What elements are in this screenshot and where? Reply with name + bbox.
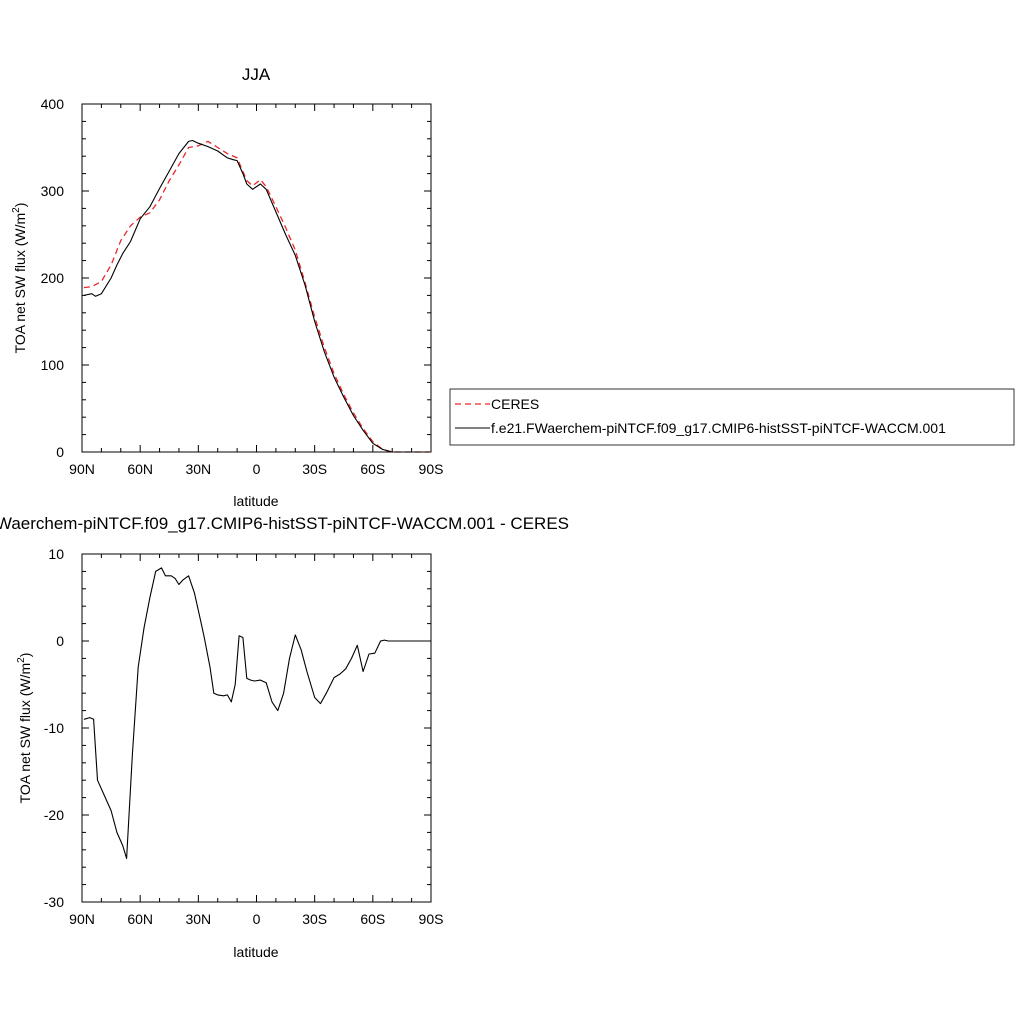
xtick-label: 30N bbox=[185, 911, 211, 927]
top-panel-series bbox=[83, 139, 430, 453]
xtick-label: 30N bbox=[185, 461, 211, 477]
ytick-label: 300 bbox=[41, 183, 65, 199]
legend: CERES f.e21.FWaerchem-piNTCF.f09_g17.CMI… bbox=[449, 388, 1015, 446]
ytick-label: 0 bbox=[56, 444, 64, 460]
series-line-model bbox=[83, 139, 430, 453]
top-panel-xlabel: latitude bbox=[233, 493, 278, 509]
xtick-label: 90S bbox=[419, 461, 444, 477]
xtick-label: 90S bbox=[419, 911, 444, 927]
bottom-panel-title: f.e21.FWaerchem-piNTCF.f09_g17.CMIP6-his… bbox=[0, 514, 569, 533]
xtick-label: 60S bbox=[360, 911, 385, 927]
ytick-label: 400 bbox=[41, 96, 65, 112]
ytick-label: 200 bbox=[41, 270, 65, 286]
top-panel-ticks: 90N 60N 30N 0 30S 60S 90S 0 100 200 300 400 bbox=[41, 96, 444, 477]
xtick-label: 60N bbox=[127, 911, 153, 927]
ytick-label: 100 bbox=[41, 357, 65, 373]
series-line-ceres bbox=[83, 140, 430, 453]
bottom-panel-xlabel: latitude bbox=[233, 944, 278, 960]
legend-label-model: f.e21.FWaerchem-piNTCF.f09_g17.CMIP6-his… bbox=[491, 420, 946, 436]
bottom-panel-series bbox=[83, 567, 430, 860]
bottom-panel-ylabel: TOA net SW flux (W/m2) bbox=[16, 653, 33, 804]
xtick-label: 60N bbox=[127, 461, 153, 477]
ytick-label: -20 bbox=[44, 807, 64, 823]
ytick-label: -30 bbox=[44, 894, 64, 910]
top-plot-frame bbox=[81, 103, 432, 453]
xtick-label: 30S bbox=[302, 911, 327, 927]
xtick-label: 90N bbox=[69, 461, 95, 477]
bottom-panel-ticks: 90N 60N 30N 0 30S 60S 90S -30 -20 -10 0 10 bbox=[44, 546, 444, 927]
ytick-label: -10 bbox=[44, 720, 64, 736]
ytick-label: 10 bbox=[48, 546, 64, 562]
legend-label-ceres: CERES bbox=[491, 396, 539, 412]
xtick-label: 90N bbox=[69, 911, 95, 927]
top-panel-jja: JJA 90N 60N 30N 0 30S 60S 90S 0 100 200 300 400 lat… bbox=[11, 65, 443, 509]
legend-box bbox=[449, 388, 1015, 446]
ytick-label: 0 bbox=[56, 633, 64, 649]
series-line-model bbox=[83, 567, 430, 860]
top-panel-title: JJA bbox=[242, 65, 271, 84]
xtick-label: 0 bbox=[253, 461, 261, 477]
xtick-label: 30S bbox=[302, 461, 327, 477]
xtick-label: 60S bbox=[360, 461, 385, 477]
top-panel-ylabel: TOA net SW flux (W/m2) bbox=[11, 203, 28, 354]
xtick-label: 0 bbox=[253, 911, 261, 927]
bottom-panel-difference: f.e21.FWaerchem-piNTCF.f09_g17.CMIP6-his… bbox=[0, 514, 569, 960]
